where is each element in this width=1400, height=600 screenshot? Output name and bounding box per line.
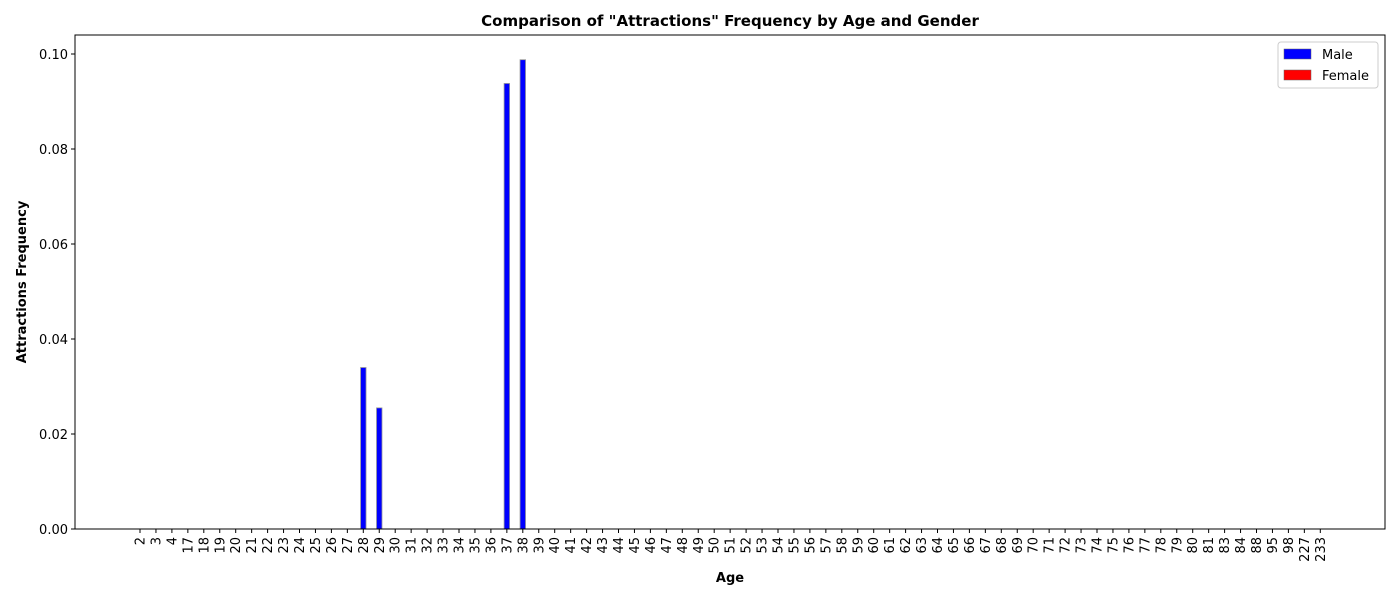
y-tick-label: 0.06 [39,238,68,253]
x-tick-label: 44 [612,537,627,554]
x-tick-label: 83 [1218,537,1233,554]
bar-male [360,367,367,530]
x-tick-label: 74 [1091,537,1106,554]
x-tick-label: 67 [979,537,994,554]
x-tick-label: 34 [453,537,468,554]
x-tick-label: 4 [165,537,180,545]
x-tick-label: 52 [740,537,755,554]
x-tick-label: 51 [724,537,739,554]
x-tick-label: 63 [915,537,930,554]
x-tick-label: 81 [1202,537,1217,554]
x-tick-label: 68 [995,537,1010,554]
x-tick-label: 88 [1250,537,1265,554]
x-tick-label: 59 [851,537,866,554]
x-tick-label: 73 [1075,537,1090,554]
y-tick-label: 0.10 [39,48,68,63]
x-tick-label: 24 [293,537,308,554]
x-tick-label: 18 [197,537,212,554]
x-tick-label: 69 [1011,537,1026,554]
x-tick-label: 50 [708,537,723,554]
x-axis: 2 3 4 17 18 19 20 21 22 23 24 25 26 27 28 29 30 31 32 33 34 3… [134,529,1329,562]
x-tick-label: 61 [883,537,898,554]
legend-label-male: Male [1322,48,1353,63]
x-tick-label: 55 [787,537,802,554]
x-tick-label: 64 [931,537,946,554]
x-tick-label: 76 [1122,537,1137,554]
y-tick-label: 0.02 [39,428,68,443]
x-tick-label: 19 [213,537,228,554]
x-tick-label: 21 [245,537,260,554]
x-tick-label: 22 [261,537,276,554]
x-tick-label: 39 [532,537,547,554]
y-tick-label: 0.04 [39,333,68,348]
x-tick-label: 95 [1266,537,1281,554]
x-tick-label: 17 [181,537,196,554]
x-tick-label: 31 [405,537,420,554]
bars-layer [360,59,526,530]
y-axis-label: Attractions Frequency [15,200,30,363]
x-tick-label: 56 [803,537,818,554]
x-tick-label: 30 [389,537,404,554]
x-tick-label: 79 [1170,537,1185,554]
x-tick-label: 42 [580,537,595,554]
x-tick-label: 45 [628,537,643,554]
x-tick-label: 233 [1314,537,1329,562]
y-tick-label: 0.08 [39,143,68,158]
x-tick-label: 227 [1298,537,1313,562]
chart-title: Comparison of "Attractions" Frequency by… [481,12,979,30]
bar-male [376,407,383,530]
x-tick-label: 2 [134,537,149,545]
plot-frame [74,34,1386,530]
x-tick-label: 58 [835,537,850,554]
x-tick-label: 3 [149,537,164,545]
x-tick-label: 20 [229,537,244,554]
x-tick-label: 72 [1059,537,1074,554]
x-tick-label: 36 [484,537,499,554]
x-tick-label: 48 [676,537,691,554]
x-tick-label: 53 [756,537,771,554]
x-tick-label: 29 [373,537,388,554]
x-tick-label: 98 [1282,537,1297,554]
x-tick-label: 75 [1106,537,1121,554]
legend: Male Female [1277,41,1379,89]
x-tick-label: 47 [660,537,675,554]
x-tick-label: 32 [421,537,436,554]
bar-male [503,83,511,530]
x-tick-label: 84 [1234,537,1249,554]
x-tick-label: 57 [819,537,834,554]
x-tick-label: 35 [468,537,483,554]
legend-swatch-female [1283,69,1312,81]
x-tick-label: 46 [644,537,659,554]
legend-swatch-male [1283,48,1312,60]
y-axis: 0.00 0.02 0.04 0.06 0.08 0.10 [39,48,75,538]
x-tick-label: 60 [867,537,882,554]
x-tick-label: 26 [325,537,340,554]
x-tick-label: 27 [341,537,356,554]
x-tick-label: 25 [309,537,324,554]
x-tick-label: 40 [548,537,563,554]
x-tick-label: 66 [963,537,978,554]
y-tick-label: 0.00 [39,523,68,538]
x-tick-label: 43 [596,537,611,554]
x-tick-label: 41 [564,537,579,554]
x-tick-label: 77 [1138,537,1153,554]
x-tick-label: 23 [277,537,292,554]
x-tick-label: 70 [1027,537,1042,554]
x-tick-label: 28 [357,537,372,554]
legend-label-female: Female [1322,69,1369,84]
x-tick-label: 38 [516,537,531,554]
x-tick-label: 65 [947,537,962,554]
x-tick-label: 80 [1186,537,1201,554]
x-tick-label: 71 [1043,537,1058,554]
x-tick-label: 62 [899,537,914,554]
x-tick-label: 37 [500,537,515,554]
x-tick-label: 49 [692,537,707,554]
x-axis-label: Age [716,571,744,586]
x-tick-label: 78 [1154,537,1169,554]
x-tick-label: 33 [437,537,452,554]
bar-male [519,59,526,530]
x-tick-label: 54 [772,537,787,554]
